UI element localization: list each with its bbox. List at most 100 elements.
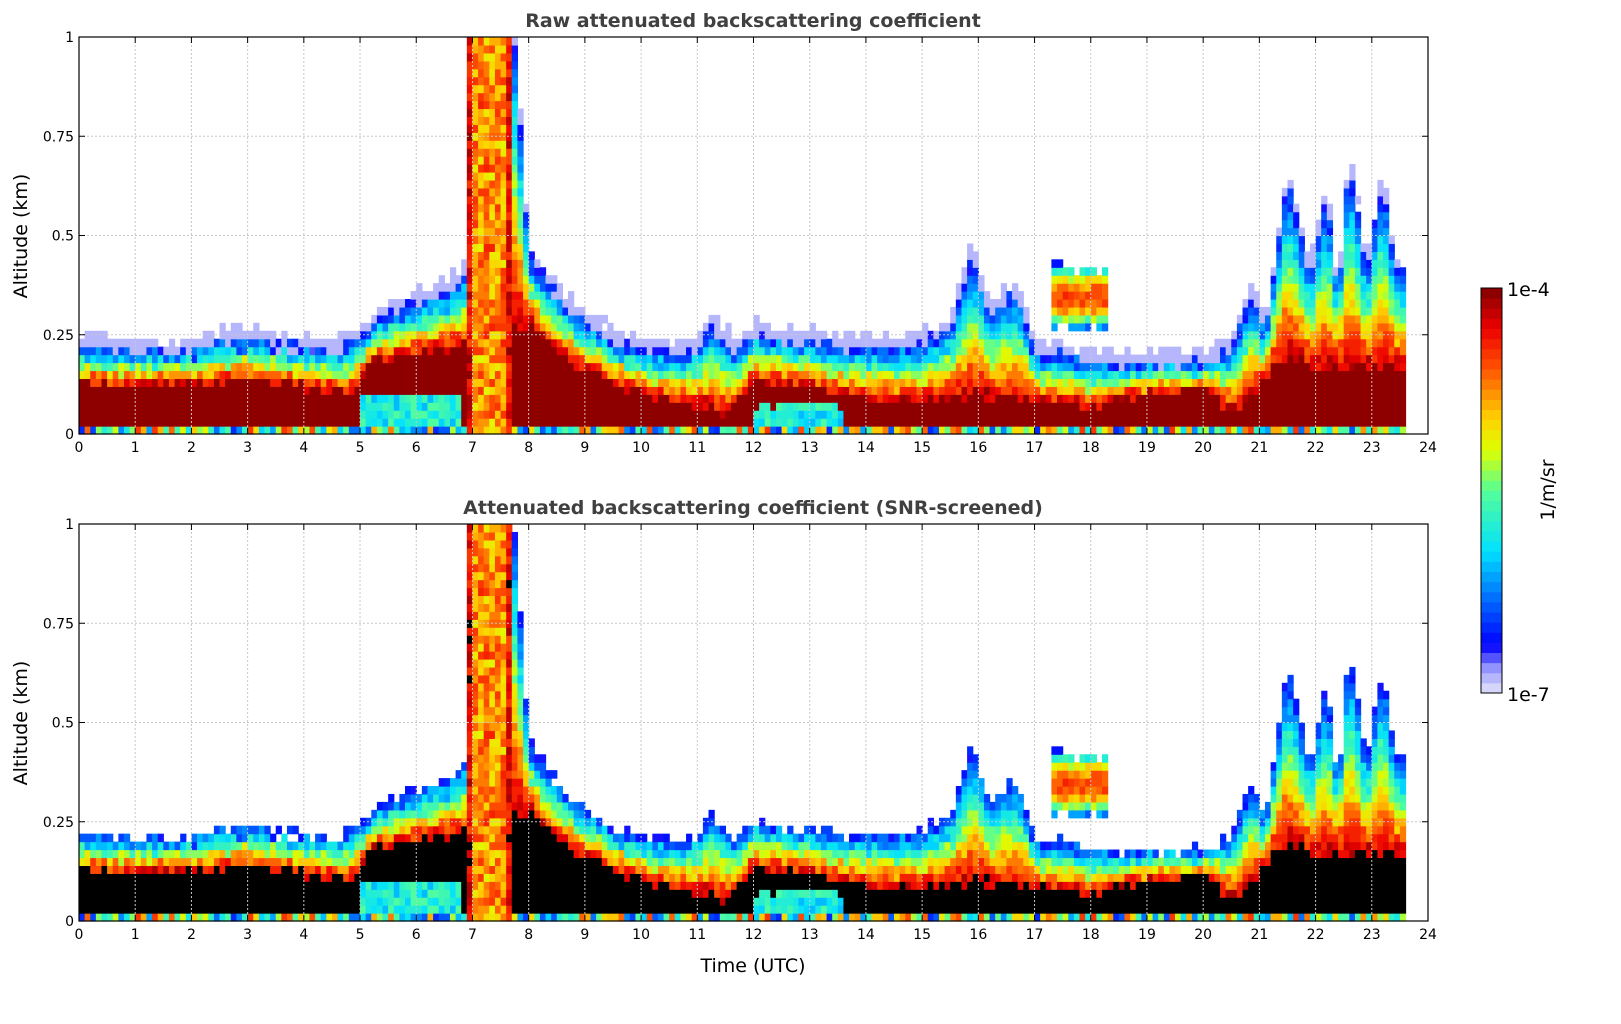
- heatmap-cell: [501, 386, 507, 395]
- heatmap-cell: [236, 370, 242, 379]
- heatmap-cell: [900, 857, 906, 866]
- heatmap-cell: [821, 834, 827, 843]
- heatmap-cell: [383, 810, 389, 819]
- heatmap-cell: [377, 426, 383, 435]
- heatmap-cell: [220, 323, 226, 339]
- heatmap-cell: [1344, 363, 1350, 372]
- heatmap-cell: [484, 291, 490, 300]
- heatmap-cell: [798, 410, 804, 419]
- heatmap-cell: [1389, 283, 1395, 292]
- heatmap-cell: [118, 347, 124, 356]
- heatmap-cell: [1051, 762, 1057, 771]
- heatmap-cell: [1377, 283, 1383, 292]
- heatmap-cell: [191, 363, 197, 372]
- heatmap-cell: [658, 363, 664, 372]
- heatmap-cell: [1035, 913, 1041, 922]
- heatmap-cell: [484, 865, 490, 874]
- heatmap-cell: [888, 355, 894, 364]
- heatmap-cell: [231, 865, 237, 913]
- heatmap-cell: [1338, 267, 1344, 276]
- heatmap-cell: [90, 857, 96, 866]
- heatmap-cell: [1074, 315, 1080, 324]
- heatmap-cell: [686, 355, 692, 364]
- heatmap-cell: [961, 826, 967, 835]
- heatmap-cell: [922, 402, 928, 426]
- heatmap-cell: [461, 259, 467, 275]
- heatmap-cell: [264, 347, 270, 356]
- heatmap-cell: [967, 259, 973, 268]
- heatmap-cell: [1040, 378, 1046, 387]
- heatmap-cell: [472, 347, 478, 356]
- heatmap-cell: [1186, 370, 1192, 379]
- heatmap-cell: [1271, 347, 1277, 356]
- heatmap-cell: [321, 370, 327, 379]
- heatmap-cell: [472, 683, 478, 692]
- y-tick-label: 0.5: [52, 229, 74, 245]
- heatmap-cell: [1040, 857, 1046, 866]
- heatmap-cell: [647, 363, 653, 372]
- heatmap-cell: [990, 865, 996, 874]
- y-axis-label: Altitude (km): [10, 174, 32, 299]
- heatmap-cell: [281, 865, 287, 913]
- heatmap-cell: [1338, 251, 1344, 267]
- heatmap-cell: [377, 842, 383, 882]
- heatmap-cell: [1001, 347, 1007, 363]
- heatmap-cell: [1006, 826, 1012, 835]
- heatmap-cell: [287, 857, 293, 866]
- heatmap-cell: [141, 865, 147, 874]
- heatmap-cell: [967, 315, 973, 324]
- heatmap-cell: [450, 778, 456, 787]
- heatmap-cell: [489, 124, 495, 133]
- heatmap-cell: [163, 363, 169, 372]
- heatmap-cell: [501, 355, 507, 364]
- heatmap-cell: [967, 394, 973, 426]
- y-tick-label: 0.25: [43, 328, 74, 344]
- heatmap-cell: [782, 913, 788, 922]
- heatmap-cell: [945, 394, 951, 403]
- heatmap-cell: [1203, 386, 1209, 426]
- heatmap-cell: [793, 378, 799, 387]
- heatmap-cell: [1018, 842, 1024, 851]
- heatmap-cell: [731, 363, 737, 372]
- heatmap-cell: [478, 786, 484, 795]
- heatmap-cell: [422, 339, 428, 348]
- heatmap-cell: [669, 842, 675, 851]
- heatmap-cell: [158, 370, 164, 379]
- heatmap-cell: [478, 418, 484, 434]
- heatmap-cell: [574, 834, 580, 843]
- heatmap-cell: [512, 635, 518, 644]
- heatmap-cell: [1091, 378, 1097, 387]
- heatmap-cell: [501, 85, 507, 94]
- heatmap-cell: [472, 913, 478, 922]
- x-tick-label: 12: [745, 440, 763, 456]
- heatmap-cell: [1080, 386, 1086, 395]
- heatmap-cell: [456, 794, 462, 803]
- heatmap-cell: [484, 889, 490, 898]
- heatmap-cell: [1063, 850, 1069, 859]
- heatmap-cell: [1046, 363, 1052, 372]
- heatmap-cell: [787, 402, 793, 418]
- heatmap-cell: [478, 394, 484, 403]
- heatmap-cell: [1018, 402, 1024, 426]
- heatmap-cell: [827, 386, 833, 395]
- x-tick-label: 3: [243, 440, 252, 456]
- heatmap-cell: [484, 378, 490, 387]
- heatmap-cell: [1321, 275, 1327, 291]
- heatmap-cell: [984, 857, 990, 866]
- heatmap-cell: [371, 826, 377, 835]
- heatmap-cell: [827, 402, 833, 411]
- heatmap-cell: [1074, 363, 1080, 372]
- heatmap-cell: [383, 355, 389, 364]
- heatmap-cell: [343, 370, 349, 379]
- heatmap-cell: [894, 355, 900, 364]
- heatmap-cell: [641, 339, 647, 348]
- heatmap-cell: [961, 794, 967, 803]
- heatmap-cell: [197, 339, 203, 348]
- heatmap-cell: [444, 794, 450, 803]
- heatmap-cell: [1304, 426, 1310, 435]
- heatmap-cell: [574, 323, 580, 332]
- heatmap-cell: [1304, 299, 1310, 308]
- heatmap-cell: [461, 802, 467, 811]
- heatmap-cell: [1080, 794, 1086, 803]
- heatmap-cell: [489, 69, 495, 78]
